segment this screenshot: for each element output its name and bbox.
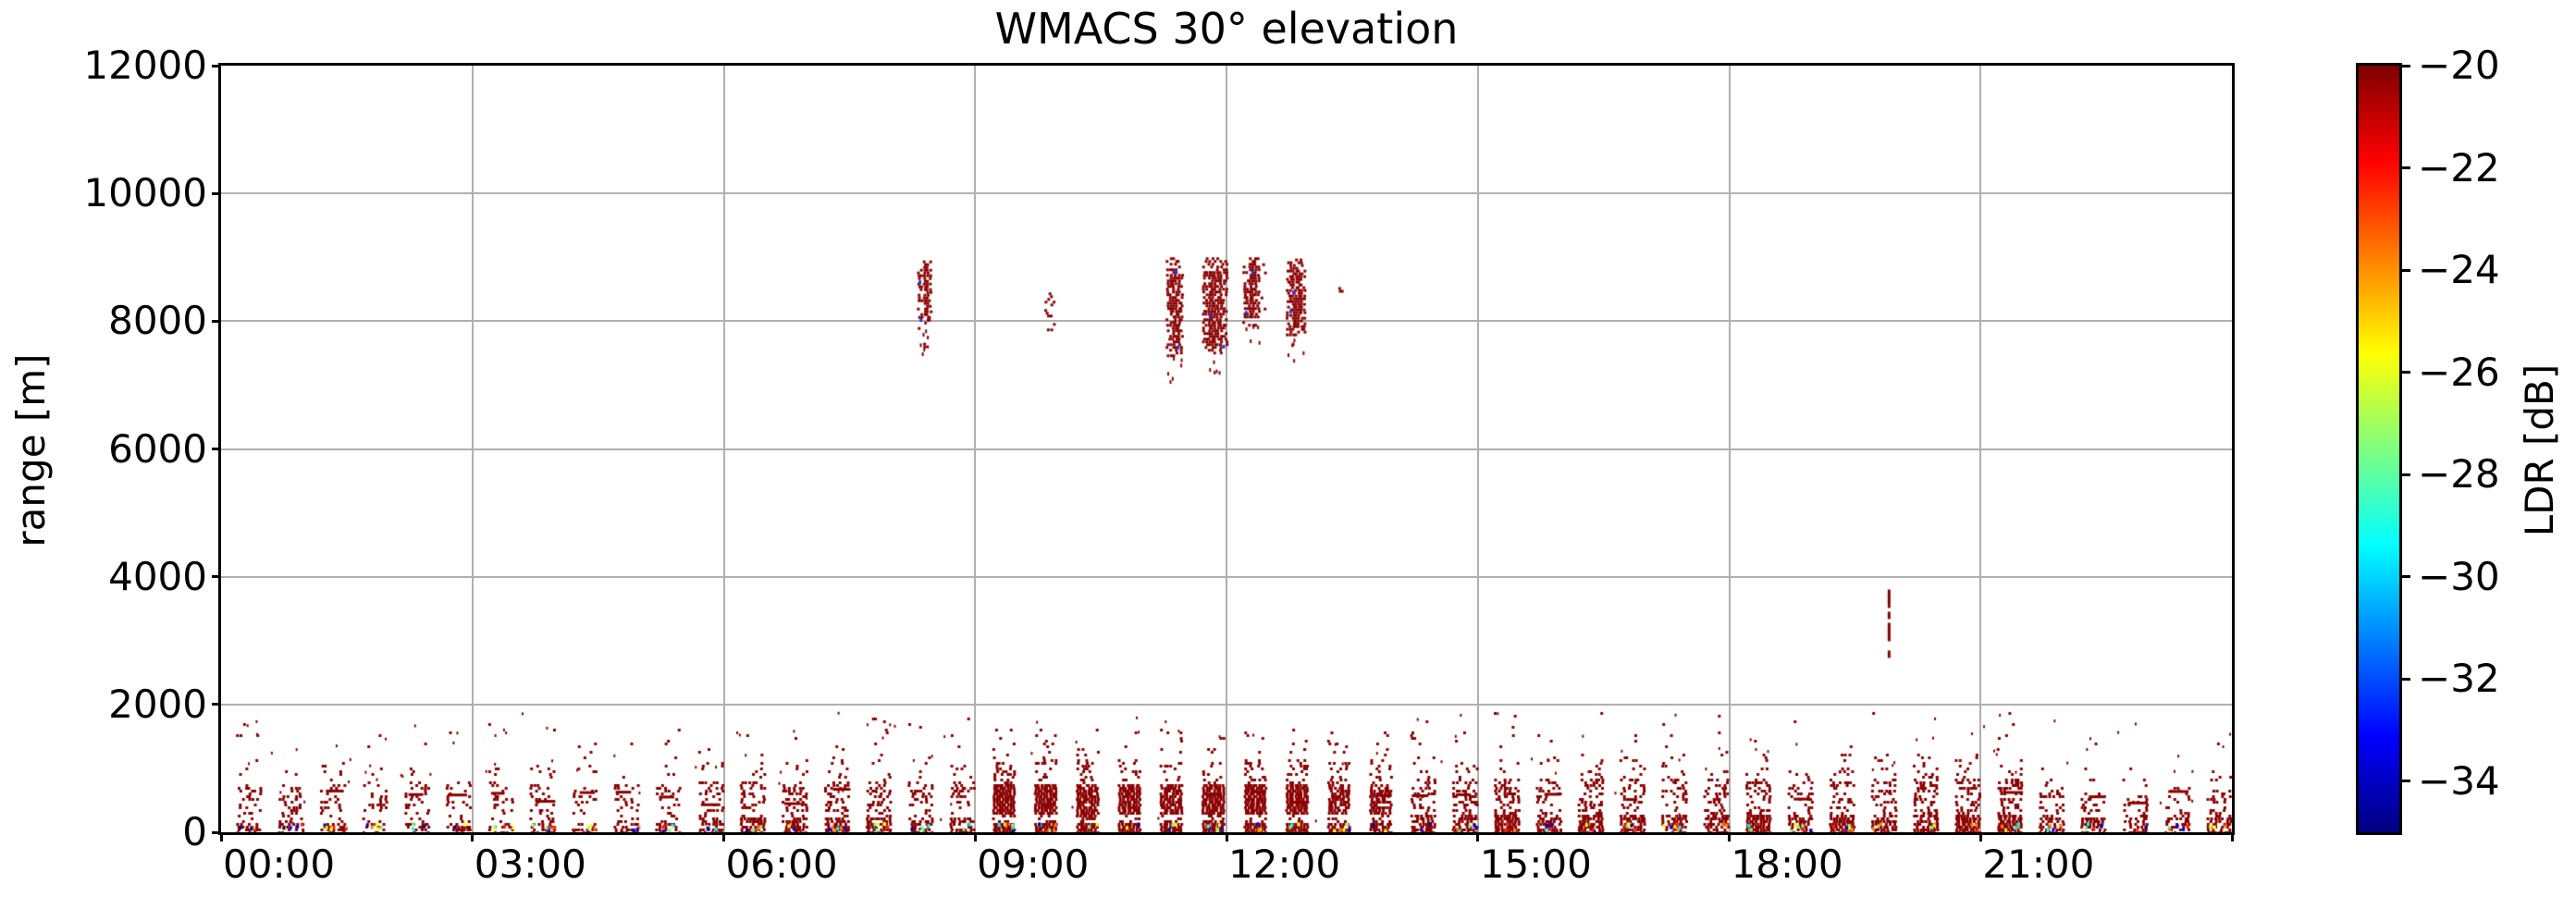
x-tick <box>471 832 475 841</box>
x-tick <box>722 832 725 841</box>
y-tick <box>212 191 221 195</box>
colorbar-tick <box>2402 166 2410 170</box>
x-tick <box>1476 832 1480 841</box>
scatter-data-layer <box>221 66 2232 832</box>
colorbar-tick-label: −24 <box>2418 247 2500 293</box>
colorbar-tick-label: −30 <box>2418 553 2500 599</box>
y-tick <box>212 448 221 450</box>
x-tick <box>219 832 223 841</box>
y-tick <box>212 64 221 68</box>
colorbar-tick-label: −34 <box>2418 757 2500 804</box>
y-tick-label: 12000 <box>83 43 207 88</box>
x-tick <box>1225 832 1228 841</box>
y-tick <box>212 703 221 706</box>
colorbar-tick <box>2402 677 2410 681</box>
colorbar-tick <box>2402 371 2410 375</box>
colorbar-label: LDR [dB] <box>2517 363 2562 537</box>
colorbar-tick <box>2402 780 2410 783</box>
y-tick <box>212 319 221 323</box>
x-tick-label: 03:00 <box>474 841 586 887</box>
colorbar-tick-label: −20 <box>2418 43 2500 88</box>
x-tick-label: 15:00 <box>1479 841 1592 887</box>
y-tick-label: 8000 <box>108 298 207 344</box>
chart-title: WMACS 30° elevation <box>994 4 1459 54</box>
y-tick-label: 0 <box>182 809 207 854</box>
plot-area <box>218 63 2235 835</box>
colorbar-tick-label: −22 <box>2418 144 2500 190</box>
x-tick <box>1728 832 1731 841</box>
colorbar-tick-label: −28 <box>2418 451 2500 497</box>
x-tick <box>1978 832 1982 841</box>
x-tick <box>2230 832 2234 841</box>
y-tick-label: 10000 <box>83 170 207 216</box>
colorbar-tick <box>2402 268 2410 272</box>
x-tick-label: 09:00 <box>977 841 1090 887</box>
x-tick-label: 18:00 <box>1731 841 1843 887</box>
x-tick-label: 21:00 <box>1982 841 2095 887</box>
colorbar-tick <box>2402 575 2410 579</box>
y-tick-label: 2000 <box>108 681 207 727</box>
y-tick-label: 4000 <box>108 553 207 599</box>
x-tick <box>973 832 977 841</box>
x-tick-label: 00:00 <box>223 841 336 887</box>
colorbar-tick <box>2402 64 2410 68</box>
y-tick-label: 6000 <box>108 425 207 472</box>
x-tick-label: 06:00 <box>725 841 838 887</box>
colorbar-tick-label: −26 <box>2418 349 2500 395</box>
y-tick <box>212 575 221 579</box>
colorbar-tick <box>2402 473 2410 476</box>
colorbar <box>2356 63 2402 835</box>
y-tick <box>212 830 221 834</box>
x-tick-label: 12:00 <box>1228 841 1341 887</box>
colorbar-tick-label: −32 <box>2418 656 2500 702</box>
